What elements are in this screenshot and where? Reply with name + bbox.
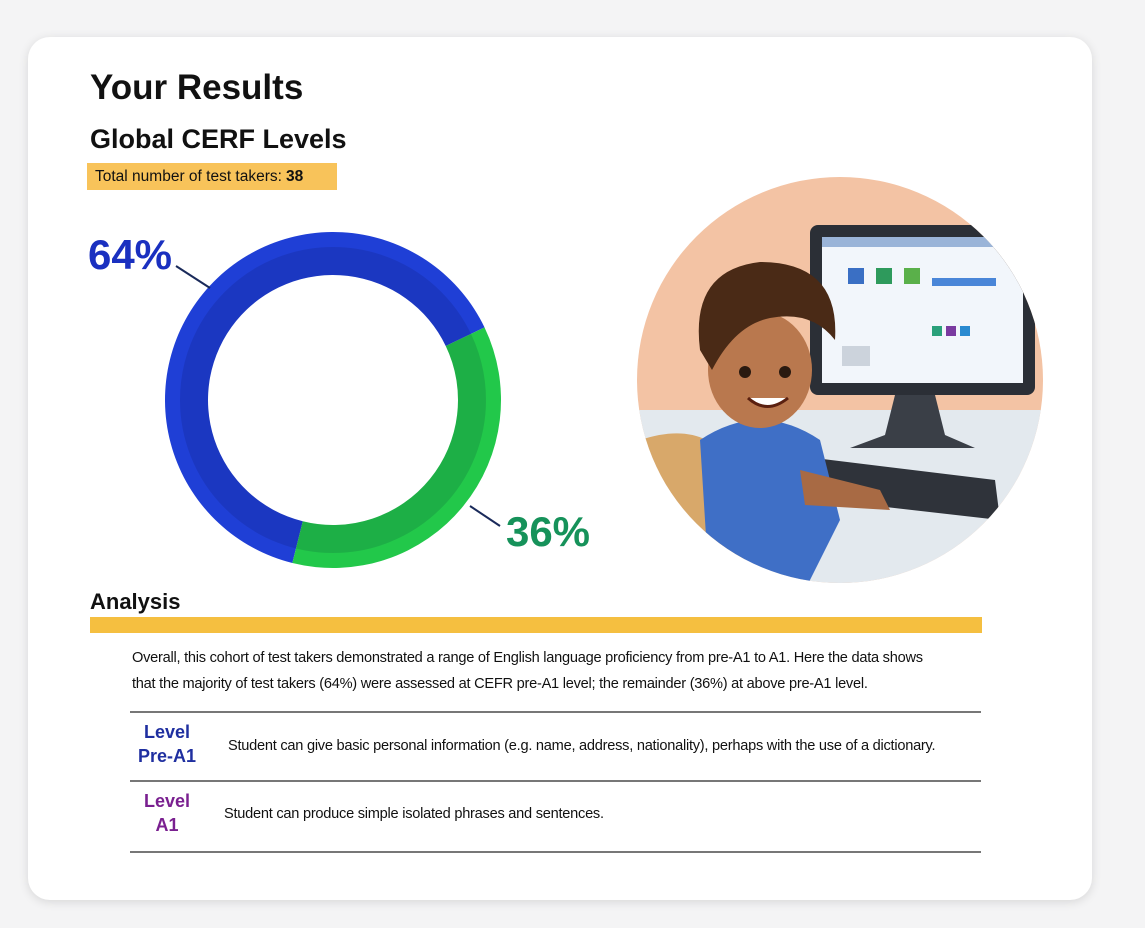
- smile: [747, 396, 789, 408]
- level-label: Level A1: [127, 791, 207, 836]
- donut-segment: [292, 327, 501, 569]
- keyboard: [780, 455, 1000, 520]
- screen-block: [842, 346, 870, 366]
- test-takers-count: 38: [285, 168, 304, 185]
- page-title: Your Results: [90, 68, 304, 107]
- analysis-title: Analysis: [90, 589, 181, 614]
- analysis-bar: [90, 617, 982, 633]
- eye: [739, 366, 751, 378]
- table-rule: [130, 780, 981, 782]
- level-description: Student can produce simple isolated phra…: [224, 806, 604, 822]
- table-rule: [130, 711, 981, 713]
- illustration: [637, 177, 1043, 583]
- screen-icon: [946, 326, 956, 336]
- eye: [779, 366, 791, 378]
- screen-progress: [932, 278, 996, 286]
- level-label: Level Pre-A1: [127, 722, 207, 767]
- screen-icon: [960, 326, 970, 336]
- hair: [698, 262, 836, 370]
- analysis-text: Overall, this cohort of test takers demo…: [132, 650, 923, 666]
- arm: [800, 470, 890, 510]
- screen-bar: [822, 237, 1023, 247]
- level-label-line: Pre-A1: [137, 746, 197, 766]
- level-label-line: Level: [143, 722, 191, 742]
- value-label: 36%: [506, 508, 590, 555]
- leader-line: [175, 265, 211, 289]
- leader-line: [469, 505, 501, 527]
- test-takers-badge: Total number of test takers: 38: [87, 163, 337, 190]
- level-label-line: Level: [143, 791, 191, 811]
- screen-icon: [848, 268, 864, 284]
- level-label-line: A1: [155, 815, 179, 835]
- analysis-text: that the majority of test takers (64%) w…: [132, 676, 868, 692]
- screen-icon: [904, 268, 920, 284]
- monitor-stand: [850, 395, 975, 448]
- level-description: Student can give basic personal informat…: [228, 738, 936, 754]
- test-takers-label: Total number of test takers:: [95, 168, 282, 185]
- screen-icon: [876, 268, 892, 284]
- subtitle: Global CERF Levels: [90, 124, 347, 154]
- table-rule: [130, 851, 981, 853]
- value-label: 64%: [88, 231, 172, 278]
- screen-icon: [932, 326, 942, 336]
- donut-chart: 64% 36%: [88, 231, 590, 569]
